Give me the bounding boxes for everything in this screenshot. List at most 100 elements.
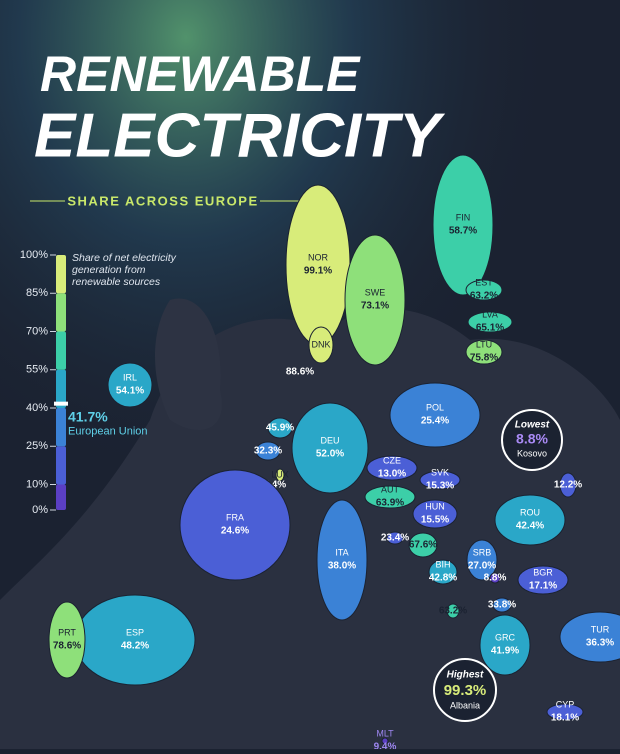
country-value: 78.6% — [53, 641, 81, 652]
country — [446, 603, 460, 619]
country-value: 88.6% — [286, 367, 314, 378]
country-code: SVK — [431, 467, 449, 477]
country-code: LUX — [271, 469, 289, 479]
country-value: 12.2% — [554, 480, 582, 491]
country — [291, 402, 369, 494]
eu-marker — [54, 401, 68, 406]
country-code: BGR — [533, 567, 553, 577]
country-value: 48.2% — [121, 641, 149, 652]
country-value: 67.6% — [409, 540, 437, 551]
country-value: 25.4% — [421, 416, 449, 427]
country-value: 42.4% — [516, 521, 544, 532]
legend-tick-label: 40% — [26, 402, 48, 414]
lowest-value: 8.8% — [516, 431, 548, 447]
country-code: IRL — [123, 372, 137, 382]
country — [179, 469, 291, 581]
legend-tick-label: 70% — [26, 325, 48, 337]
subtitle: SHARE ACROSS EUROPE — [67, 193, 258, 208]
legend-tick-label: 85% — [26, 287, 48, 299]
country-value: 54.1% — [116, 386, 144, 397]
country — [466, 539, 498, 581]
legend: 100% 85% 70% 55% 40% 25% 10% 0% Share of net ele… — [20, 249, 177, 516]
country-code: LVA — [482, 309, 498, 319]
country-value: 17.1% — [529, 581, 557, 592]
country-value: 63.9% — [376, 498, 404, 509]
country — [419, 470, 461, 490]
legend-band — [56, 293, 66, 332]
country-code: GRC — [495, 632, 516, 642]
country-value: 75.8% — [470, 353, 498, 364]
country-code: ESP — [126, 627, 144, 637]
country — [389, 382, 481, 448]
country-value: 18.1% — [551, 713, 579, 724]
country — [432, 154, 494, 296]
country-value: 32.3% — [254, 446, 282, 457]
country — [366, 455, 418, 481]
country — [494, 494, 566, 546]
eu-value: 41.7% — [68, 408, 108, 424]
country — [467, 311, 513, 333]
country — [48, 601, 86, 679]
country-code: MLT — [376, 728, 394, 738]
country — [489, 572, 501, 584]
country-code: SWE — [365, 287, 386, 297]
country-value: 73.1% — [361, 301, 389, 312]
legend-band — [56, 408, 66, 447]
country-value: 36.3% — [586, 638, 614, 649]
eu-name: European Union — [68, 426, 148, 438]
legend-band — [56, 446, 66, 485]
country — [381, 737, 389, 745]
country — [267, 417, 293, 439]
country — [275, 468, 285, 482]
country-value: 41.9% — [491, 646, 519, 657]
lowest-bubble — [501, 409, 563, 471]
highest-country: Albania — [450, 700, 480, 710]
map: NOR 99.1% SWE 73.1% FIN 58.7% EST 63.2% LVA 65.1%… — [48, 154, 620, 753]
country — [308, 326, 334, 364]
country-value: 63.2% — [470, 291, 498, 302]
legend-tick-label: 55% — [26, 364, 48, 376]
country-code: EST — [475, 277, 493, 287]
country-value: 15.3% — [426, 481, 454, 492]
country-value: 65.1% — [476, 323, 504, 334]
country — [344, 234, 406, 366]
country-value: 9.4% — [374, 742, 397, 749]
lowest-country: Kosovo — [517, 448, 547, 458]
country-code: NOR — [308, 252, 329, 262]
highest-bubble — [433, 658, 497, 722]
country-value: 13.0% — [378, 469, 406, 480]
country-value: 8.8% — [484, 573, 507, 584]
country — [479, 614, 531, 676]
country-code: CYP — [556, 699, 575, 709]
country-value: 63.2% — [439, 606, 467, 617]
country — [386, 531, 404, 545]
highest-title: Highest — [447, 670, 484, 681]
legend-band — [56, 369, 66, 408]
country-value: 15.5% — [421, 515, 449, 526]
legend-band — [56, 331, 66, 370]
country — [316, 499, 368, 621]
country-value: 33.8% — [488, 600, 516, 611]
country-value: 38.0% — [328, 561, 356, 572]
country-code: AUT — [381, 484, 400, 494]
legend-tick-label: 10% — [26, 478, 48, 490]
country — [546, 703, 584, 721]
country-code: HUN — [425, 501, 445, 511]
legend-title: Share of net electricity — [72, 252, 177, 264]
country-value: 42.8% — [429, 573, 457, 584]
country-code: PRT — [58, 627, 76, 637]
highest-value: 99.3% — [444, 682, 487, 699]
country-code: SRB — [473, 547, 492, 557]
country — [465, 279, 503, 301]
great-britain — [155, 298, 222, 430]
title-line-1: RENEWABLE — [40, 46, 361, 102]
country-code: LTU — [476, 339, 492, 349]
country — [428, 559, 458, 585]
legend-tick-label: 0% — [32, 504, 48, 516]
country — [408, 532, 438, 558]
lowest-title: Lowest — [515, 420, 550, 431]
country — [107, 362, 153, 408]
country-code: CZE — [383, 455, 401, 465]
country — [492, 597, 512, 613]
